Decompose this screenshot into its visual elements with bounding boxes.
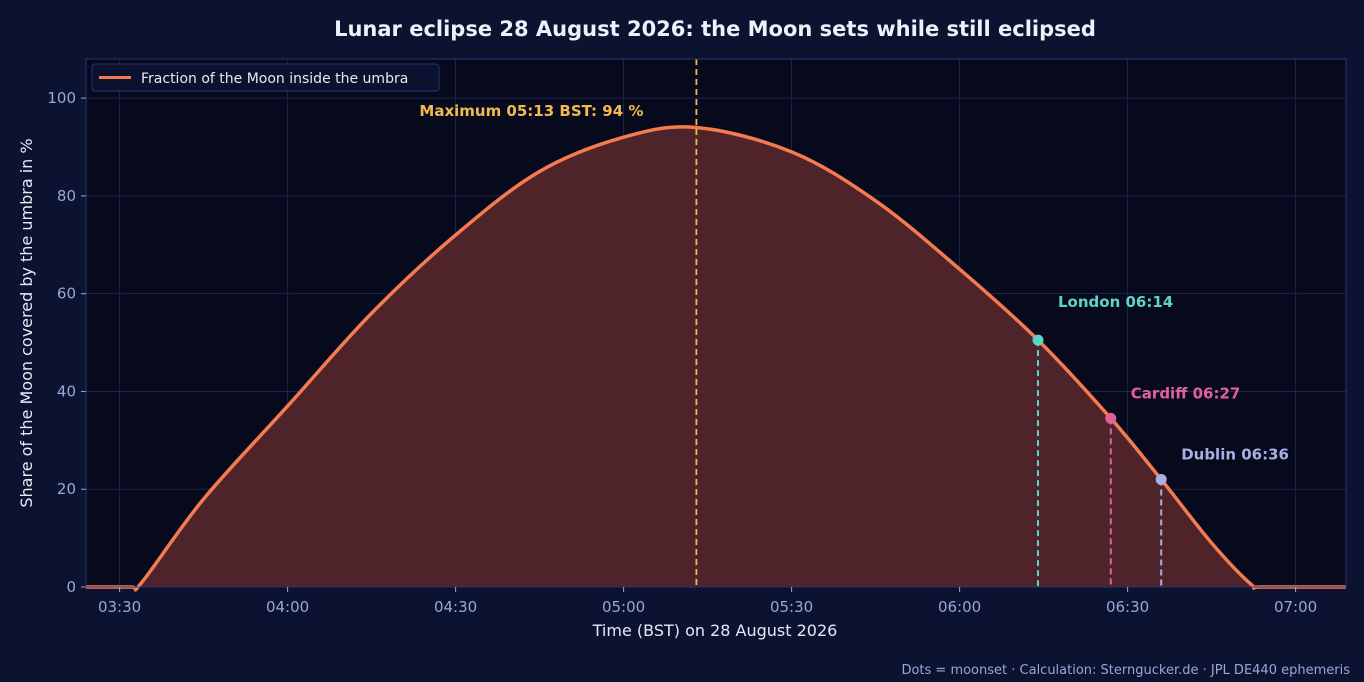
moonset-dot-london (1032, 334, 1044, 346)
x-tick-label: 07:00 (1274, 598, 1317, 616)
x-tick-label: 04:00 (266, 598, 309, 616)
legend: Fraction of the Moon inside the umbra (91, 63, 440, 92)
data-area-layer (86, 125, 1346, 592)
plot-frame (85, 58, 1347, 588)
y-tick-label: 0 (66, 578, 76, 596)
marker-layer: Maximum 05:13 BST: 94 % London 06:14 Cardi… (419, 59, 1289, 587)
y-axis-label: Share of the Moon covered by the umbra i… (17, 138, 36, 507)
y-tick-label: 40 (57, 382, 76, 400)
x-tick-label: 03:30 (98, 598, 141, 616)
y-tick-label: 80 (57, 187, 76, 205)
x-tick-label: 05:30 (770, 598, 813, 616)
axis-ticks: 03:30 04:00 04:30 05:00 05:30 06:00 06:30 07:00… (47, 89, 1317, 616)
moonset-label-dublin: Dublin 06:36 (1181, 445, 1289, 463)
legend-label: Fraction of the Moon inside the umbra (141, 71, 408, 87)
x-tick-label: 05:00 (602, 598, 645, 616)
moonset-label-cardiff: Cardiff 06:27 (1131, 384, 1241, 402)
umbra-area-fill (86, 126, 1346, 590)
y-tick-label: 60 (57, 285, 76, 303)
chart-title: Lunar eclipse 28 August 2026: the Moon s… (334, 17, 1096, 41)
legend-box (91, 63, 440, 92)
umbra-curve (86, 125, 1346, 592)
x-axis-label: Time (BST) on 28 August 2026 (592, 621, 838, 640)
x-tick-label: 04:30 (434, 598, 477, 616)
y-tick-label: 100 (47, 89, 76, 107)
x-tick-label: 06:30 (1106, 598, 1149, 616)
x-tick-label: 06:00 (938, 598, 981, 616)
y-tick-label: 20 (57, 480, 76, 498)
footnote: Dots = moonset · Calculation: Sterngucke… (901, 663, 1350, 678)
maximum-label: Maximum 05:13 BST: 94 % (419, 102, 643, 120)
moonset-label-london: London 06:14 (1058, 293, 1173, 311)
moonset-dot-dublin (1155, 473, 1167, 485)
moonset-dot-cardiff (1105, 412, 1117, 424)
